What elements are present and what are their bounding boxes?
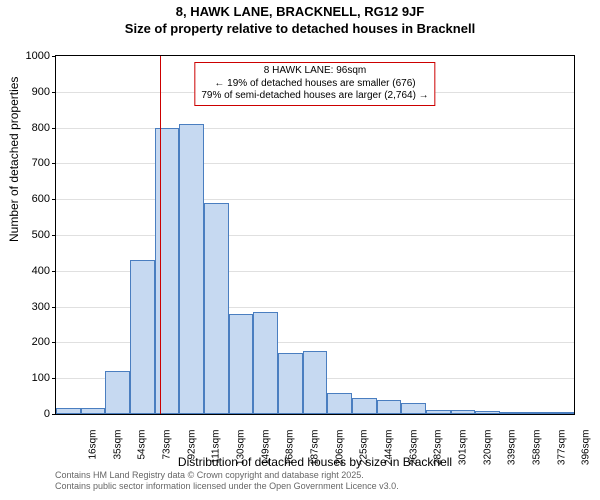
attribution-line-1: Contains HM Land Registry data © Crown c… <box>55 470 399 481</box>
y-tick-label: 600 <box>32 193 50 205</box>
y-tick-mark <box>52 199 56 200</box>
annotation-line-1: 8 HAWK LANE: 96sqm <box>201 65 428 78</box>
y-tick-mark <box>52 378 56 379</box>
annotation-line-3: 79% of semi-detached houses are larger (… <box>201 90 428 103</box>
histogram-chart: 8, HAWK LANE, BRACKNELL, RG12 9JF Size o… <box>0 0 600 500</box>
y-tick-label: 500 <box>32 229 50 241</box>
property-marker-line <box>160 56 161 414</box>
y-tick-mark <box>52 271 56 272</box>
histogram-bar <box>475 411 500 414</box>
y-tick-label: 0 <box>44 408 50 420</box>
y-tick-mark <box>52 128 56 129</box>
y-tick-label: 400 <box>32 265 50 277</box>
y-axis-label: Number of detached properties <box>7 77 21 242</box>
y-tick-label: 300 <box>32 301 50 313</box>
histogram-bar <box>426 410 451 414</box>
histogram-bar <box>377 400 402 414</box>
y-gridline <box>56 128 574 129</box>
histogram-bar <box>451 410 476 414</box>
histogram-bar <box>549 412 574 414</box>
y-tick-mark <box>52 342 56 343</box>
x-tick-label: 396sqm <box>581 430 592 470</box>
title-line-1: 8, HAWK LANE, BRACKNELL, RG12 9JF <box>0 4 600 19</box>
histogram-bar <box>179 124 204 414</box>
histogram-bar <box>327 393 352 414</box>
histogram-bar <box>303 351 328 414</box>
annotation-box: 8 HAWK LANE: 96sqm ← 19% of detached hou… <box>194 62 435 106</box>
histogram-bar <box>81 408 106 414</box>
histogram-bar <box>229 314 254 414</box>
attribution-line-2: Contains public sector information licen… <box>55 481 399 492</box>
plot-area: 0100200300400500600700800900100016sqm35s… <box>55 55 575 415</box>
histogram-bar <box>500 412 525 414</box>
y-tick-mark <box>52 92 56 93</box>
y-tick-mark <box>52 414 56 415</box>
y-tick-mark <box>52 307 56 308</box>
y-tick-label: 200 <box>32 336 50 348</box>
histogram-bar <box>525 412 550 414</box>
y-tick-label: 700 <box>32 157 50 169</box>
y-gridline <box>56 235 574 236</box>
chart-title: 8, HAWK LANE, BRACKNELL, RG12 9JF Size o… <box>0 4 600 36</box>
histogram-bar <box>401 403 426 414</box>
y-gridline <box>56 163 574 164</box>
y-tick-label: 1000 <box>26 50 50 62</box>
y-tick-label: 100 <box>32 372 50 384</box>
histogram-bar <box>278 353 303 414</box>
histogram-bar <box>130 260 155 414</box>
y-tick-label: 800 <box>32 122 50 134</box>
histogram-bar <box>352 398 377 414</box>
y-tick-mark <box>52 235 56 236</box>
attribution-block: Contains HM Land Registry data © Crown c… <box>55 470 399 493</box>
title-line-2: Size of property relative to detached ho… <box>0 21 600 36</box>
histogram-bar <box>56 408 81 414</box>
annotation-line-2: ← 19% of detached houses are smaller (67… <box>201 78 428 91</box>
histogram-bar <box>253 312 278 414</box>
y-gridline <box>56 199 574 200</box>
histogram-bar <box>105 371 130 414</box>
y-tick-mark <box>52 56 56 57</box>
histogram-bar <box>155 128 180 414</box>
x-axis-label: Distribution of detached houses by size … <box>55 455 575 469</box>
histogram-bar <box>204 203 229 414</box>
y-tick-label: 900 <box>32 86 50 98</box>
y-tick-mark <box>52 163 56 164</box>
